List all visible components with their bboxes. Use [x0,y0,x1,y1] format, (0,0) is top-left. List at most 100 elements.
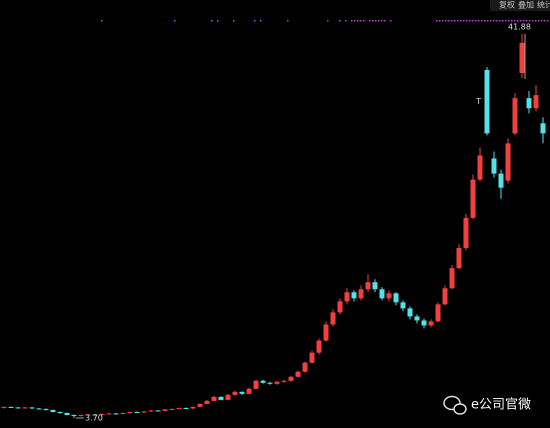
signal-dot [538,20,540,22]
signal-dot [390,20,392,22]
candle-body [491,158,497,174]
candle-body [155,410,161,412]
candle-body [288,376,294,381]
signal-dot [460,20,462,22]
signal-dot [496,20,498,22]
low-label: 3.70 [85,414,103,423]
signal-dot [544,20,546,22]
candle-body [309,352,315,363]
candle-body [274,381,280,384]
signal-dot [520,20,522,22]
candle-body [351,292,357,299]
candle-body [148,410,154,412]
candle-body [43,408,49,410]
candle-body [302,362,308,372]
candle-body [379,289,385,299]
candle-body [540,123,546,134]
signal-dot [517,20,519,22]
candle-body [267,382,273,384]
candle-body [92,414,98,416]
candle-body [253,380,259,389]
candle-body [295,371,301,377]
candle-body [456,248,462,269]
candle-body [414,316,420,321]
signal-dot [174,20,176,22]
signal-dot [372,20,374,22]
signal-dot [360,20,362,22]
toolbar-button[interactable]: 叠加 [518,0,534,10]
signal-dot [457,20,459,22]
signal-dot [487,20,489,22]
candle-body [169,408,175,410]
signal-dot [484,20,486,22]
candle-body [281,380,287,382]
signal-dot [351,20,353,22]
signal-dot [523,20,525,22]
signal-dot [339,20,341,22]
candle-body [372,282,378,290]
candle-body [393,293,399,303]
candle-body [22,407,28,409]
signal-dot [490,20,492,22]
candle-body [246,388,252,394]
candle-body [498,173,504,188]
candle-body [449,268,455,289]
candle-body [190,406,196,409]
signal-dot [217,20,219,22]
candle-body [225,394,231,400]
candle-body [232,391,238,395]
wechat-icon [453,403,467,415]
signal-dot [445,20,447,22]
candle-body [400,302,406,309]
signal-dot [511,20,513,22]
signal-dot [499,20,501,22]
candle-body [519,42,525,74]
high-label: 41.88 [508,23,531,32]
signal-dot [451,20,453,22]
candle-body [421,320,427,326]
candle-body [8,406,14,408]
signal-dot [448,20,450,22]
candle-body [435,304,441,322]
marker: T [475,97,481,106]
candle-body [260,380,266,383]
signal-dot [354,20,356,22]
candle-body [134,411,140,413]
candle-body [162,409,168,411]
signal-dot [493,20,495,22]
signal-dot [481,20,483,22]
signal-dot [547,20,549,22]
toolbar-button[interactable]: 统计 [537,0,550,10]
candle-body [36,408,42,410]
signal-dot [529,20,531,22]
candle-body [106,413,112,415]
signal-dot [472,20,474,22]
candle-body [365,282,371,290]
signal-dot [514,20,516,22]
toolbar-button[interactable]: 复权 [499,0,515,10]
signal-dot [436,20,438,22]
candle-body [183,407,189,409]
signal-dot [541,20,543,22]
candle-body [323,324,329,341]
signal-dot [442,20,444,22]
signal-dot [260,20,262,22]
signal-dot [463,20,465,22]
signal-dot [478,20,480,22]
candle-body [64,412,70,415]
signal-dot [327,20,329,22]
signal-dot [454,20,456,22]
watermark: e公司官微 [443,395,531,415]
candle-body [78,414,84,416]
candle-body [533,95,539,109]
candle-body [99,413,105,415]
candle-body [526,98,532,109]
signal-dot [378,20,380,22]
signal-dot [384,20,386,22]
signal-dot [532,20,534,22]
signal-dot [287,20,289,22]
signal-dot [526,20,528,22]
candle-body [71,414,77,416]
signal-dot [254,20,256,22]
